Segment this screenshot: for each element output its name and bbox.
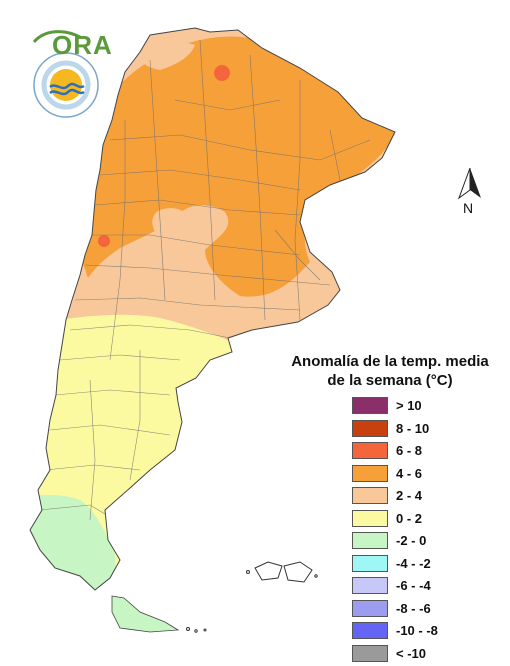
- legend-item: 4 - 6: [352, 464, 438, 484]
- legend-item: -10 - -8: [352, 621, 438, 641]
- legend-title-line1: Anomalía de la temp. media: [291, 353, 489, 370]
- legend-swatch: [352, 397, 388, 415]
- legend-item: 2 - 4: [352, 486, 438, 506]
- legend-item: < -10: [352, 644, 438, 664]
- legend-label: 0 - 2: [396, 510, 423, 526]
- tierra-del-fuego: [111, 595, 180, 633]
- legend-item: -6 - -4: [352, 576, 438, 596]
- legend-swatch: [352, 622, 388, 640]
- legend-label: 4 - 6: [396, 465, 423, 481]
- legend-label: -8 - -6: [396, 600, 431, 616]
- legend-label: < -10: [396, 645, 426, 661]
- legend-swatch: [352, 554, 388, 572]
- legend-swatch: [352, 487, 388, 505]
- legend-swatch: [352, 644, 388, 662]
- legend-item: -4 - -2: [352, 554, 438, 574]
- seal-icon: [33, 52, 99, 118]
- legend-label: 6 - 8: [396, 443, 423, 459]
- legend-swatch: [352, 532, 388, 550]
- legend-item: 0 - 2: [352, 509, 438, 529]
- legend-label: -2 - 0: [396, 533, 427, 549]
- legend-swatch: [352, 599, 388, 617]
- north-label: N: [463, 200, 474, 216]
- legend-item: 6 - 8: [352, 441, 438, 461]
- legend-title: Anomalía de la temp. media de la semana …: [270, 352, 510, 390]
- legend-swatch: [352, 509, 388, 527]
- logo-swoosh-icon: [32, 30, 83, 44]
- legend-item: 8 - 10: [352, 419, 438, 439]
- legend-item: > 10: [352, 396, 438, 416]
- malvinas-islands: [246, 561, 318, 583]
- south-islands: [186, 627, 207, 633]
- legend-item: -2 - 0: [352, 531, 438, 551]
- legend-swatch: [352, 464, 388, 482]
- legend: > 10 8 - 10 6 - 8 4 - 6 2 - 4 0 - 2 -2 -…: [352, 396, 438, 666]
- legend-item: -8 - -6: [352, 599, 438, 619]
- legend-label: 2 - 4: [396, 488, 423, 504]
- legend-label: -10 - -8: [396, 623, 438, 639]
- legend-swatch: [352, 442, 388, 460]
- legend-title-line2: de la semana (°C): [327, 372, 453, 389]
- legend-swatch: [352, 419, 388, 437]
- north-arrow-icon: [457, 167, 481, 200]
- logo-text: ORA: [52, 30, 113, 60]
- legend-label: -6 - -4: [396, 578, 431, 594]
- legend-label: 8 - 10: [396, 420, 430, 436]
- legend-label: -4 - -2: [396, 555, 431, 571]
- country-outline: [29, 27, 396, 591]
- legend-label: > 10: [396, 398, 422, 414]
- legend-swatch: [352, 577, 388, 595]
